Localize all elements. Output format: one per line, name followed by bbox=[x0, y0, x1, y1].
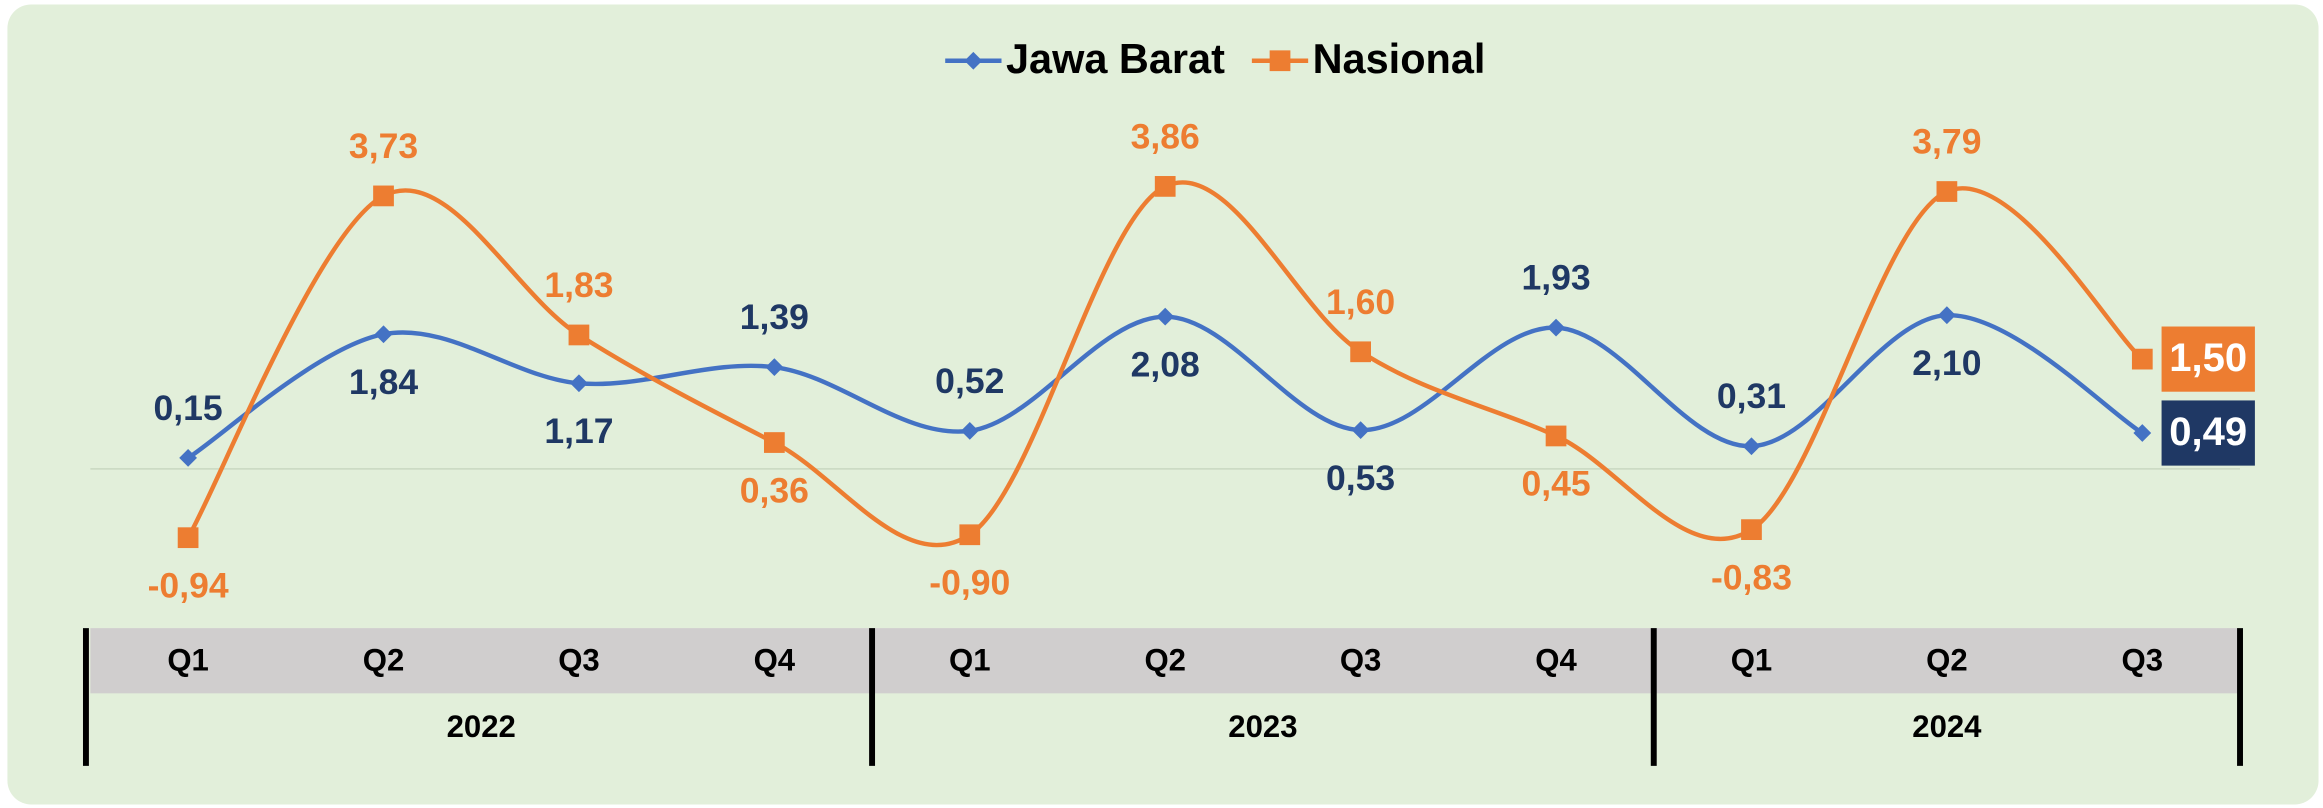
value-label: 0,45 bbox=[1521, 464, 1590, 504]
x-tick-label: Q3 bbox=[558, 642, 600, 677]
x-tick-label: Q3 bbox=[1340, 642, 1382, 677]
marker bbox=[964, 51, 983, 70]
marker bbox=[765, 358, 784, 377]
value-label: 1,17 bbox=[544, 411, 613, 451]
x-group-label: 2023 bbox=[1228, 709, 1297, 744]
marker bbox=[1154, 176, 1176, 197]
x-tick-label: Q4 bbox=[754, 642, 796, 677]
marker bbox=[1741, 519, 1762, 541]
value-label: 0,53 bbox=[1326, 458, 1395, 498]
marker bbox=[570, 374, 588, 393]
marker bbox=[568, 324, 590, 346]
marker bbox=[177, 527, 199, 549]
value-label: 0,31 bbox=[1717, 376, 1786, 416]
x-tick-label: Q2 bbox=[1926, 642, 1967, 677]
value-label-box bbox=[2161, 326, 2255, 392]
x-group-label: 2024 bbox=[1912, 709, 1982, 744]
value-label: -0,94 bbox=[148, 565, 229, 605]
x-tick-label: Q2 bbox=[363, 642, 405, 677]
marker bbox=[373, 185, 394, 207]
marker bbox=[1350, 341, 1371, 363]
value-label: -0,90 bbox=[929, 563, 1010, 603]
value-label: 0,36 bbox=[740, 470, 809, 510]
value-label: 3,86 bbox=[1131, 116, 1200, 156]
x-tick-label: Q1 bbox=[1731, 642, 1772, 677]
marker bbox=[1742, 437, 1761, 456]
marker bbox=[1937, 306, 1956, 325]
x-tick-label: Q1 bbox=[167, 642, 208, 677]
value-label: 1,39 bbox=[740, 297, 809, 337]
marker bbox=[763, 432, 785, 453]
marker bbox=[1269, 50, 1291, 72]
value-label: 1,83 bbox=[544, 265, 613, 305]
marker bbox=[1545, 425, 1567, 447]
x-tick-label: Q4 bbox=[1535, 642, 1577, 677]
axis-band bbox=[90, 628, 2241, 694]
value-label: 0,15 bbox=[154, 388, 223, 428]
x-tick-label: Q1 bbox=[949, 642, 991, 677]
chart-background bbox=[7, 4, 2319, 805]
series-line bbox=[186, 312, 2144, 460]
value-label: 3,79 bbox=[1912, 122, 1981, 162]
marker bbox=[2133, 424, 2152, 442]
value-label-box bbox=[2161, 400, 2255, 466]
x-tick-label: Q3 bbox=[2122, 642, 2164, 677]
legend-label: Nasional bbox=[1313, 35, 1486, 82]
value-label: -0,83 bbox=[1711, 557, 1792, 597]
marker bbox=[1936, 181, 1958, 202]
x-tick-label: Q2 bbox=[1144, 642, 1186, 677]
marker bbox=[959, 524, 981, 546]
legend-label: Jawa Barat bbox=[1006, 35, 1225, 82]
value-label: 2,10 bbox=[1912, 343, 1981, 383]
value-label: 3,73 bbox=[349, 126, 418, 166]
value-label: 1,50 bbox=[2169, 336, 2247, 380]
value-label: 1,84 bbox=[349, 362, 418, 402]
value-label: 1,93 bbox=[1521, 258, 1590, 298]
marker bbox=[1351, 421, 1370, 439]
marker bbox=[2131, 348, 2153, 370]
value-label: 0,49 bbox=[2169, 410, 2247, 454]
marker bbox=[179, 449, 197, 467]
value-label: 1,60 bbox=[1326, 282, 1395, 322]
value-label: 0,52 bbox=[935, 361, 1004, 401]
x-group-label: 2022 bbox=[447, 709, 516, 744]
value-label: 2,08 bbox=[1131, 344, 1200, 384]
